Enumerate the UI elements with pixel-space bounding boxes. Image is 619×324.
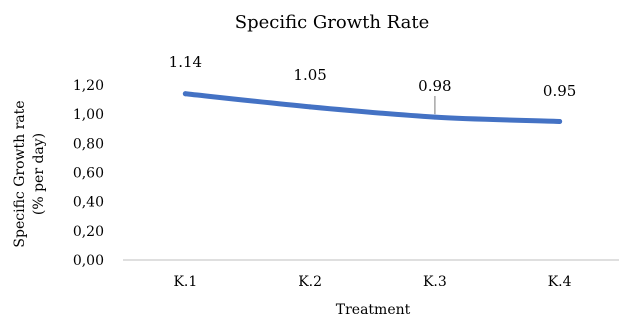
y-axis-title-line-2: (% per day) bbox=[31, 133, 47, 215]
series-line bbox=[182, 91, 563, 124]
y-tick-label: 0,40 bbox=[73, 195, 104, 211]
data-labels: 1.14 1.05 0.98 0.95 bbox=[169, 53, 576, 115]
data-label: 1.14 bbox=[169, 53, 202, 71]
data-point bbox=[182, 91, 188, 97]
y-axis-title-line-1: Specific Growth rate bbox=[12, 100, 28, 247]
x-tick-label: K.2 bbox=[298, 274, 322, 290]
y-tick-label: 1,00 bbox=[73, 107, 104, 123]
y-tick-label: 0,80 bbox=[73, 136, 104, 152]
series-layer bbox=[182, 91, 563, 124]
data-point bbox=[557, 118, 563, 124]
y-tick-label: 0,00 bbox=[73, 253, 104, 269]
data-point bbox=[432, 114, 438, 120]
x-axis-ticks: K.1 K.2 K.3 K.4 bbox=[173, 274, 571, 290]
data-label: 0.98 bbox=[418, 77, 451, 95]
x-axis-title: Treatment bbox=[336, 302, 411, 318]
x-tick-label: K.3 bbox=[423, 274, 447, 290]
y-tick-label: 1,20 bbox=[73, 78, 104, 94]
y-axis-title: Specific Growth rate (% per day) bbox=[12, 100, 47, 247]
x-tick-label: K.1 bbox=[173, 274, 197, 290]
y-tick-label: 0,20 bbox=[73, 224, 104, 240]
y-axis-ticks: 0,00 0,20 0,40 0,60 0,80 1,00 1,20 bbox=[73, 78, 104, 269]
y-tick-label: 0,60 bbox=[73, 166, 104, 182]
data-label: 1.05 bbox=[293, 66, 326, 84]
data-point bbox=[307, 104, 313, 110]
chart-title: Specific Growth Rate bbox=[235, 12, 430, 33]
x-tick-label: K.4 bbox=[548, 274, 572, 290]
data-label: 0.95 bbox=[543, 82, 576, 100]
